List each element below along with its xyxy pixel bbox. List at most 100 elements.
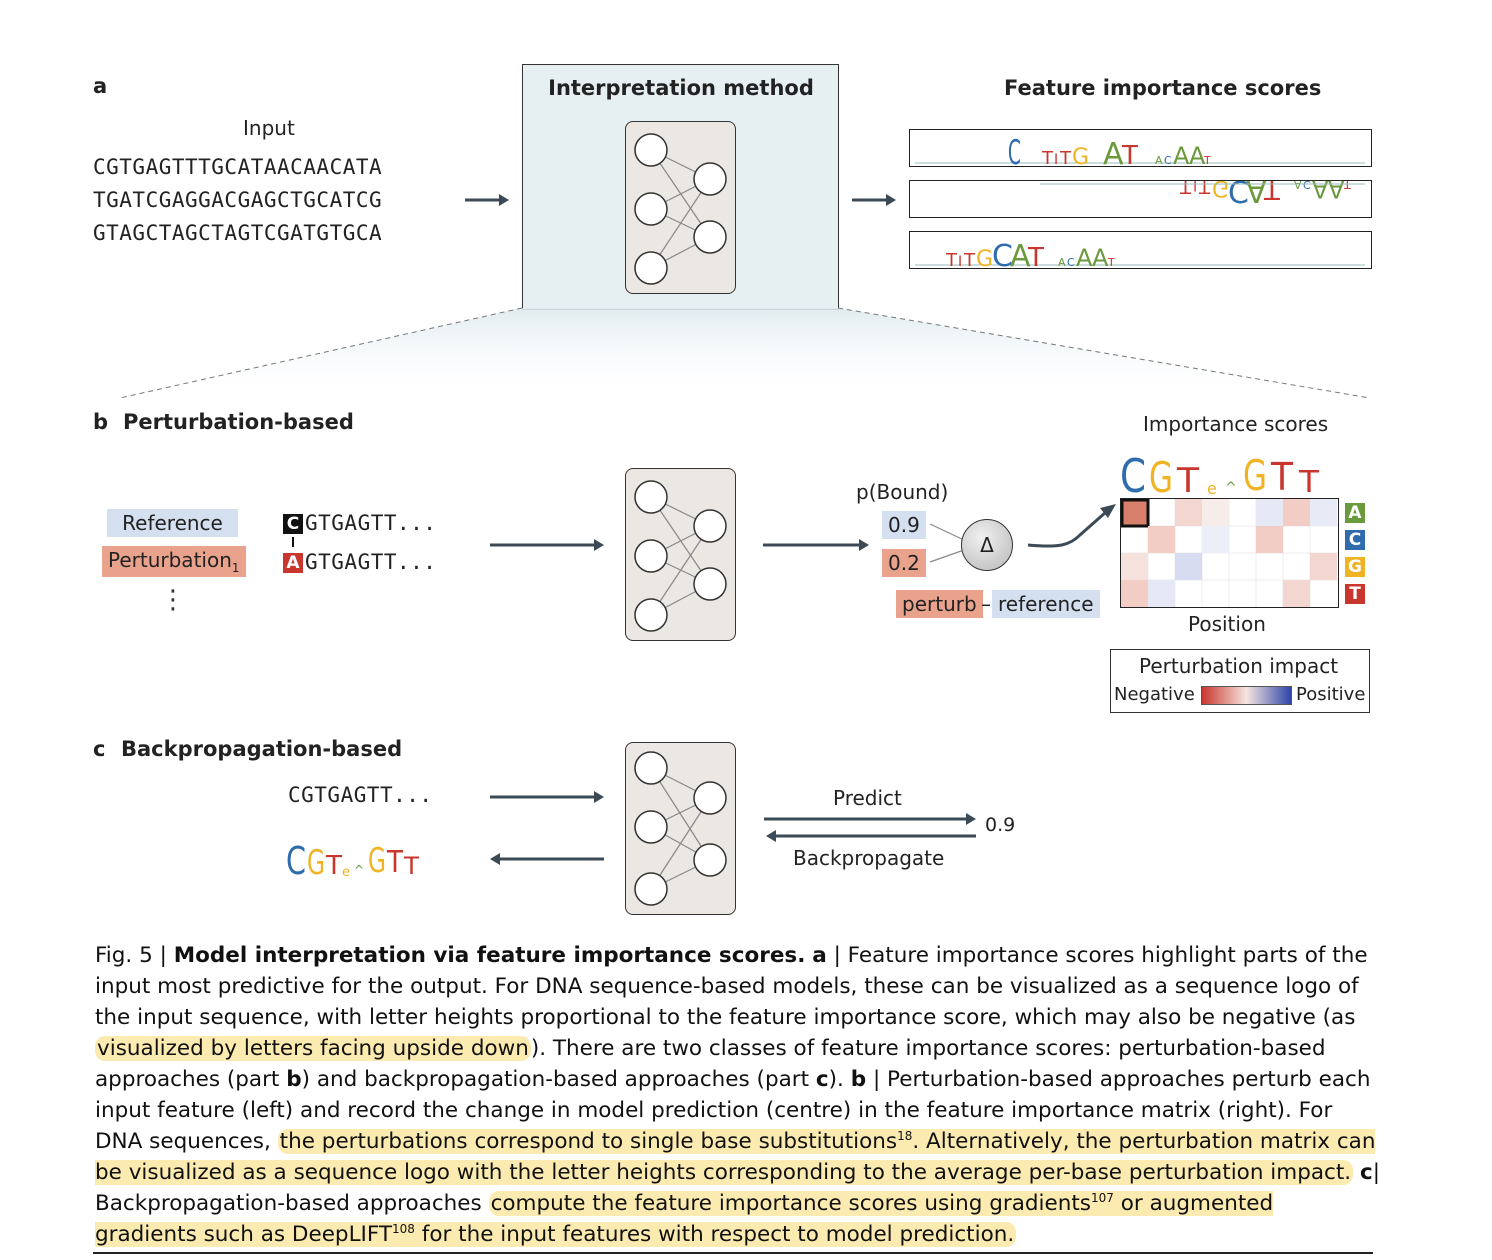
svg-text:I: I xyxy=(1193,181,1197,193)
feature-scores-title: Feature importance scores xyxy=(1004,76,1322,100)
svg-text:^: ^ xyxy=(354,863,364,877)
perturbation-label: Perturbation1 xyxy=(102,546,246,577)
delta-node: Δ xyxy=(961,519,1013,571)
svg-text:G: G xyxy=(1243,451,1267,498)
predict-arrow xyxy=(764,813,976,825)
interpretation-method-title: Interpretation method xyxy=(548,76,814,100)
svg-text:T: T xyxy=(1027,243,1044,268)
backprop-logo: C G T e ^ G T T xyxy=(286,839,419,880)
backprop-output-arrow xyxy=(490,853,604,865)
delta-connector xyxy=(929,504,1116,563)
caption-rule xyxy=(93,1252,1373,1254)
backprop-input-arrow xyxy=(490,791,604,803)
caption-text-6: | Backpropagation-based approaches xyxy=(95,1160,1380,1216)
svg-text:T: T xyxy=(963,250,976,268)
input-sequence-1: CGTGAGTTTGCATAACAACATA xyxy=(93,155,383,179)
base-C-label: C xyxy=(1345,530,1365,550)
panel-a-letter: a xyxy=(93,74,108,98)
caption-text-2: ). There are two classes of feature impo… xyxy=(95,1036,1326,1092)
svg-text:^: ^ xyxy=(1225,480,1237,496)
caption-text-4: ). xyxy=(828,1067,844,1092)
legend-negative: Negative xyxy=(1114,684,1195,705)
score-logo-row-3: T I T G C A T A C A A T xyxy=(909,231,1372,269)
caption-text-3: ) and backpropagation-based approaches (… xyxy=(301,1067,810,1092)
svg-text:A: A xyxy=(1092,244,1109,268)
svg-text:T: T xyxy=(1176,461,1199,498)
svg-text:A: A xyxy=(1189,142,1206,166)
neural-network-b xyxy=(625,468,736,641)
svg-text:A: A xyxy=(1328,181,1345,203)
svg-text:e: e xyxy=(1207,479,1217,498)
caption-highlight-1: visualized by letters facing upside down xyxy=(95,1036,531,1061)
svg-text:G: G xyxy=(307,843,325,880)
svg-text:C: C xyxy=(1303,181,1311,191)
caption-highlight-6: for the input features with respect to m… xyxy=(421,1222,1015,1247)
caption-highlight-5: or augmented gradients such as DeepLIFT xyxy=(95,1191,1274,1247)
svg-text:T: T xyxy=(1179,181,1192,197)
neural-network-a xyxy=(625,121,736,294)
pbound-label: p(Bound) xyxy=(856,480,949,504)
svg-text:T: T xyxy=(1270,455,1294,498)
perturbed-sequence: GTGAGTT... xyxy=(305,550,437,574)
caption-ref-108: 108 xyxy=(392,1221,415,1236)
importance-logo: C G T e ^ G T T xyxy=(1120,449,1320,498)
input-to-method-arrow xyxy=(465,194,509,206)
svg-text:C: C xyxy=(1120,449,1146,498)
diff-perturb: perturb xyxy=(896,590,983,618)
svg-text:A: A xyxy=(1058,256,1066,268)
svg-text:A: A xyxy=(1076,244,1093,268)
caption-highlight-3: . Alternatively, the perturbation matrix… xyxy=(95,1129,1376,1185)
svg-text:T: T xyxy=(325,851,342,880)
backpropagate-arrow xyxy=(766,830,976,842)
svg-text:A: A xyxy=(1246,181,1267,208)
svg-text:C: C xyxy=(1228,181,1249,208)
predict-label: Predict xyxy=(833,786,902,810)
diff-minus: – xyxy=(981,592,991,616)
base-A-label: A xyxy=(1345,503,1365,523)
perturbation-impact-legend: Perturbation impact Negative Positive xyxy=(1110,649,1370,713)
svg-text:G: G xyxy=(1149,453,1173,498)
caption-title: Model interpretation via feature importa… xyxy=(173,943,806,968)
svg-text:T: T xyxy=(1298,465,1320,498)
caption-ref-18: 18 xyxy=(897,1128,913,1143)
svg-text:A: A xyxy=(1173,142,1190,166)
delta-symbol: Δ xyxy=(980,533,994,557)
importance-heatmap xyxy=(1120,498,1338,607)
caption-part-c-ref: c xyxy=(815,1067,829,1092)
svg-text:G: G xyxy=(368,841,386,880)
more-perturbations-ellipsis: ⋮ xyxy=(160,585,186,615)
base-T-label: T xyxy=(1345,584,1365,604)
perturbation-subscript: 1 xyxy=(231,561,240,575)
svg-text:C: C xyxy=(1164,154,1172,166)
input-sequence-2: TGATCGAGGACGAGCTGCATCG xyxy=(93,188,383,212)
svg-text:T: T xyxy=(1263,181,1280,204)
svg-text:G: G xyxy=(1212,181,1229,200)
perturbed-base-chip: A xyxy=(283,553,303,573)
perturbed-prediction: 0.2 xyxy=(882,549,926,577)
panel-c-letter: c xyxy=(93,737,106,761)
reference-prediction: 0.9 xyxy=(882,511,926,539)
svg-text:G: G xyxy=(1072,145,1089,166)
sequence-to-network-arrow xyxy=(490,539,604,551)
legend-positive: Positive xyxy=(1296,684,1366,705)
zoom-connector xyxy=(119,307,1371,399)
caption-part-c: c xyxy=(1359,1160,1373,1185)
network-nodes-icon xyxy=(634,480,727,632)
reference-sequence: GTGAGTT... xyxy=(305,511,437,535)
caption-text-1: | Feature importance scores highlight pa… xyxy=(95,943,1368,1030)
svg-text:C: C xyxy=(1067,256,1075,268)
svg-text:T: T xyxy=(1198,181,1211,197)
legend-colorbar xyxy=(1201,686,1292,705)
svg-text:T: T xyxy=(1107,256,1115,268)
svg-text:T: T xyxy=(1343,181,1351,191)
position-label: Position xyxy=(1188,612,1266,636)
caption-ref-107: 107 xyxy=(1091,1190,1114,1205)
score-logo-row-1: T I T G C A T A C A A T xyxy=(909,129,1372,167)
caption-text-5: | Perturbation-based approaches perturb … xyxy=(95,1067,1371,1154)
network-to-output-arrow xyxy=(763,539,869,551)
input-label: Input xyxy=(243,116,295,140)
svg-text:A: A xyxy=(1312,181,1329,203)
diff-reference: reference xyxy=(992,590,1100,618)
legend-title: Perturbation impact xyxy=(1139,654,1339,678)
caption-highlight-2-text: the perturbations correspond to single b… xyxy=(279,1129,898,1154)
